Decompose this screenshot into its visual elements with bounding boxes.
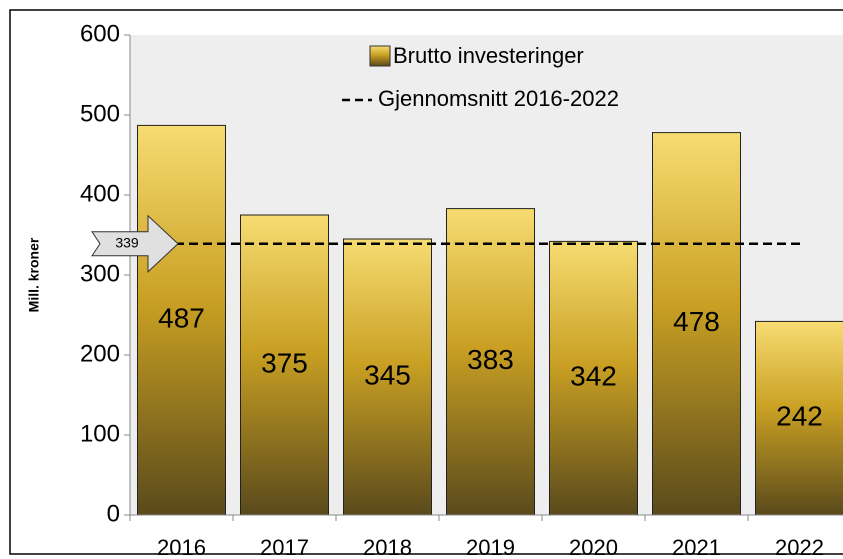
data-label: 342 xyxy=(570,361,617,392)
y-axis-label: Mill. kroner xyxy=(26,237,42,312)
x-tick-label: 2021 xyxy=(672,535,721,559)
bar xyxy=(652,132,741,516)
x-tick-label: 2019 xyxy=(466,535,515,559)
data-label: 375 xyxy=(261,347,308,378)
y-tick-label: 300 xyxy=(80,260,120,287)
data-label: 345 xyxy=(364,359,411,390)
bar xyxy=(446,208,535,516)
bar xyxy=(137,124,226,516)
bar xyxy=(240,214,329,516)
y-tick-label: 0 xyxy=(107,500,120,527)
legend-label: Brutto investeringer xyxy=(393,43,584,68)
data-label: 487 xyxy=(158,303,205,334)
legend-swatch xyxy=(369,45,391,67)
y-tick-label: 600 xyxy=(80,20,120,47)
y-tick-label: 100 xyxy=(80,420,120,447)
x-tick-label: 2017 xyxy=(260,535,309,559)
x-tick-label: 2018 xyxy=(363,535,412,559)
bar xyxy=(755,320,843,516)
data-label: 383 xyxy=(467,344,514,375)
bar xyxy=(549,240,638,516)
y-tick-label: 200 xyxy=(80,340,120,367)
bar xyxy=(343,238,432,516)
average-callout xyxy=(91,214,179,273)
y-tick-label: 400 xyxy=(80,180,120,207)
x-tick-label: 2022 xyxy=(775,535,824,559)
x-tick-label: 2016 xyxy=(157,535,206,559)
data-label: 242 xyxy=(776,401,823,432)
average-label: 339 xyxy=(115,235,139,251)
legend-label: Gjennomsnitt 2016-2022 xyxy=(378,86,619,111)
x-tick-label: 2020 xyxy=(569,535,618,559)
y-tick-label: 500 xyxy=(80,100,120,127)
data-label: 478 xyxy=(673,306,720,337)
